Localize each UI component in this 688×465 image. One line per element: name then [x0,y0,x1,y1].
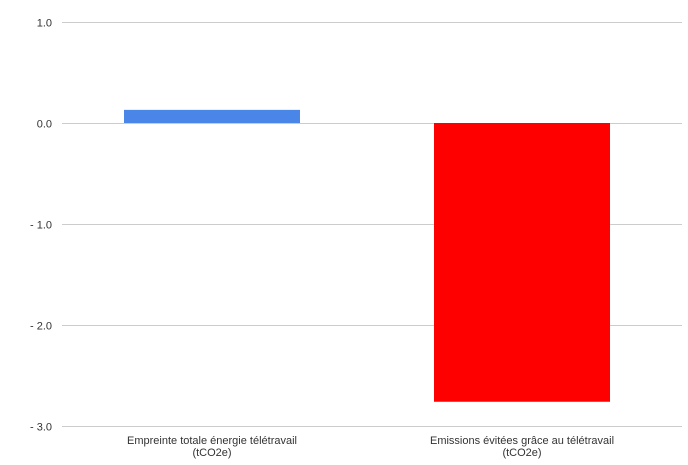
y-tick-label: - 2.0 [30,321,52,333]
y-axis-tick-labels: 1.0 0.0 - 1.0 - 2.0 - 3.0 [30,18,52,434]
x-category-label: (tCO2e) [192,447,231,459]
x-category-label: Emissions évitées grâce au télétravail [430,435,614,447]
x-axis-category-labels: Empreinte totale énergie télétravail(tCO… [127,435,614,459]
x-category-label: Empreinte totale énergie télétravail [127,435,297,447]
bars [124,109,610,402]
y-tick-label: - 1.0 [30,220,52,232]
y-tick-label: - 3.0 [30,422,52,434]
x-category-label: (tCO2e) [502,447,541,459]
y-tick-label: 0.0 [37,119,52,131]
y-tick-label: 1.0 [37,18,52,30]
bar [434,123,610,402]
bar [124,109,300,123]
